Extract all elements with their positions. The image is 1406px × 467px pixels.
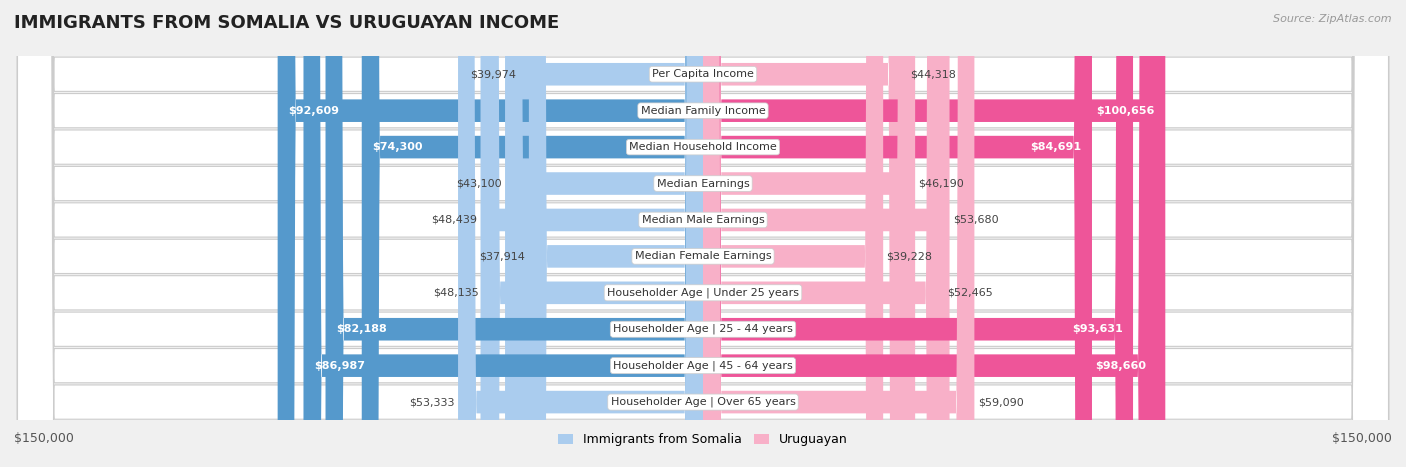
Text: $46,190: $46,190 <box>918 178 965 189</box>
FancyBboxPatch shape <box>519 0 703 467</box>
Text: Householder Age | Under 25 years: Householder Age | Under 25 years <box>607 288 799 298</box>
Text: Median Family Income: Median Family Income <box>641 106 765 116</box>
FancyBboxPatch shape <box>17 0 1389 467</box>
Text: $150,000: $150,000 <box>14 432 75 446</box>
FancyBboxPatch shape <box>277 0 703 467</box>
Text: $48,439: $48,439 <box>432 215 477 225</box>
Text: $53,333: $53,333 <box>409 397 454 407</box>
Text: Householder Age | Over 65 years: Householder Age | Over 65 years <box>610 397 796 407</box>
Text: $43,100: $43,100 <box>456 178 502 189</box>
FancyBboxPatch shape <box>304 0 703 467</box>
Text: Householder Age | 25 - 44 years: Householder Age | 25 - 44 years <box>613 324 793 334</box>
FancyBboxPatch shape <box>17 0 1389 467</box>
FancyBboxPatch shape <box>17 0 1389 467</box>
Text: Householder Age | 45 - 64 years: Householder Age | 45 - 64 years <box>613 361 793 371</box>
FancyBboxPatch shape <box>703 0 1156 467</box>
FancyBboxPatch shape <box>482 0 703 467</box>
Text: $39,228: $39,228 <box>887 251 932 262</box>
Text: Per Capita Income: Per Capita Income <box>652 69 754 79</box>
Text: $82,188: $82,188 <box>336 324 387 334</box>
Text: $52,465: $52,465 <box>948 288 993 298</box>
FancyBboxPatch shape <box>458 0 703 467</box>
FancyBboxPatch shape <box>17 0 1389 467</box>
Text: Median Male Earnings: Median Male Earnings <box>641 215 765 225</box>
FancyBboxPatch shape <box>17 0 1389 467</box>
FancyBboxPatch shape <box>17 0 1389 467</box>
Text: $59,090: $59,090 <box>977 397 1024 407</box>
FancyBboxPatch shape <box>703 0 974 467</box>
Text: $86,987: $86,987 <box>314 361 364 371</box>
FancyBboxPatch shape <box>703 0 949 467</box>
Text: $150,000: $150,000 <box>1331 432 1392 446</box>
FancyBboxPatch shape <box>17 0 1389 467</box>
Text: $92,609: $92,609 <box>288 106 339 116</box>
FancyBboxPatch shape <box>703 0 915 467</box>
FancyBboxPatch shape <box>17 0 1389 467</box>
Text: $37,914: $37,914 <box>479 251 526 262</box>
Text: Median Household Income: Median Household Income <box>628 142 778 152</box>
FancyBboxPatch shape <box>703 0 1092 467</box>
Text: $100,656: $100,656 <box>1097 106 1154 116</box>
Text: $93,631: $93,631 <box>1071 324 1123 334</box>
FancyBboxPatch shape <box>17 0 1389 467</box>
FancyBboxPatch shape <box>326 0 703 467</box>
Text: $74,300: $74,300 <box>373 142 423 152</box>
FancyBboxPatch shape <box>481 0 703 467</box>
Legend: Immigrants from Somalia, Uruguayan: Immigrants from Somalia, Uruguayan <box>553 428 853 452</box>
FancyBboxPatch shape <box>703 0 907 467</box>
Text: $39,974: $39,974 <box>470 69 516 79</box>
Text: $98,660: $98,660 <box>1095 361 1146 371</box>
FancyBboxPatch shape <box>703 0 943 467</box>
FancyBboxPatch shape <box>17 0 1389 467</box>
Text: Source: ZipAtlas.com: Source: ZipAtlas.com <box>1274 14 1392 24</box>
Text: $44,318: $44,318 <box>910 69 956 79</box>
Text: Median Earnings: Median Earnings <box>657 178 749 189</box>
FancyBboxPatch shape <box>703 0 1133 467</box>
FancyBboxPatch shape <box>529 0 703 467</box>
FancyBboxPatch shape <box>703 0 883 467</box>
Text: $53,680: $53,680 <box>953 215 998 225</box>
FancyBboxPatch shape <box>505 0 703 467</box>
Text: Median Female Earnings: Median Female Earnings <box>634 251 772 262</box>
Text: $48,135: $48,135 <box>433 288 478 298</box>
FancyBboxPatch shape <box>361 0 703 467</box>
Text: IMMIGRANTS FROM SOMALIA VS URUGUAYAN INCOME: IMMIGRANTS FROM SOMALIA VS URUGUAYAN INC… <box>14 14 560 32</box>
FancyBboxPatch shape <box>703 0 1166 467</box>
Text: $84,691: $84,691 <box>1031 142 1081 152</box>
